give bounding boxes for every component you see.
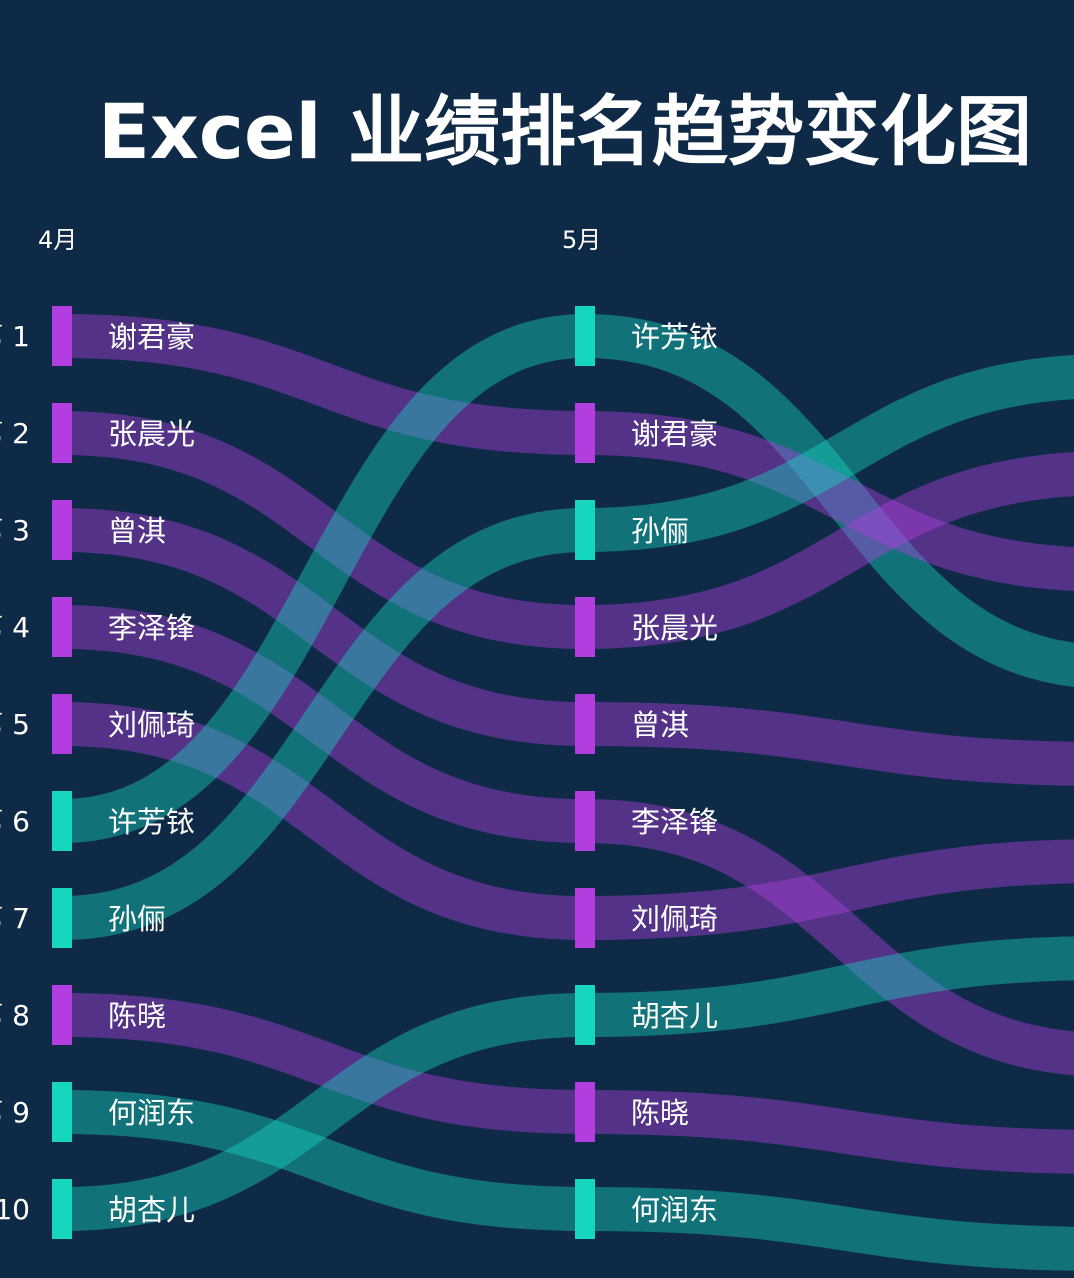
rank-marker [52,500,72,560]
ribbon-next-谢君豪 [584,411,1074,592]
rank-marker [575,500,595,560]
rank-label: 第 2 [0,417,30,450]
rank-label: 第 3 [0,514,30,547]
rank-label: 第 4 [0,611,30,644]
rank-marker [52,403,72,463]
name-label: 张晨光 [631,611,718,645]
rank-marker [575,597,595,657]
period-label: 5月 [562,226,601,254]
ribbon-layer [61,314,1074,1271]
name-label: 陈晓 [108,999,166,1033]
rank-label: 第 5 [0,708,30,741]
name-label: 张晨光 [108,417,195,451]
rank-label: 第 10 [0,1193,30,1226]
name-label: 何润东 [631,1193,718,1227]
name-label: 孙俪 [108,902,166,936]
rank-marker [52,597,72,657]
rank-marker [52,985,72,1045]
label-layer: 4月谢君豪张晨光曾淇李泽锋刘佩琦许芳铱孙俪陈晓何润东胡杏儿5月许芳铱谢君豪孙俪张… [0,226,718,1227]
ribbon-next-刘佩琦 [584,839,1074,940]
name-label: 曾淇 [631,708,689,742]
rank-label: 第 6 [0,805,30,838]
rank-marker [575,306,595,366]
name-label: 刘佩琦 [631,902,718,936]
rank-marker [575,1082,595,1142]
rank-label: 第 1 [0,320,30,353]
name-label: 许芳铱 [108,805,195,839]
ribbon-李泽锋 [61,605,586,843]
rank-label: 第 7 [0,902,30,935]
ribbon-刘佩琦 [61,702,586,940]
ribbon-曾淇 [61,508,586,746]
ribbon-next-何润东 [584,1187,1074,1271]
ribbon-谢君豪 [61,314,586,455]
marker-layer [52,306,595,1239]
name-label: 谢君豪 [108,320,195,354]
rank-label: 第 9 [0,1096,30,1129]
name-label: 孙俪 [631,514,689,548]
rank-marker [52,888,72,948]
rank-label: 第 8 [0,999,30,1032]
name-label: 李泽锋 [631,805,718,839]
name-label: 许芳铱 [631,320,718,354]
ribbon-许芳铱 [61,314,586,843]
ribbon-何润东 [61,1090,586,1231]
rank-marker [575,888,595,948]
name-label: 李泽锋 [108,611,195,645]
rank-marker [575,791,595,851]
rank-marker [575,403,595,463]
ribbon-张晨光 [61,411,586,649]
ribbon-孙俪 [61,508,586,940]
name-label: 陈晓 [631,1096,689,1130]
rank-marker [52,791,72,851]
ribbon-胡杏儿 [61,993,586,1231]
rank-marker [575,694,595,754]
ribbon-next-曾淇 [584,702,1074,786]
ribbon-next-胡杏儿 [584,936,1074,1037]
ribbon-next-陈晓 [584,1090,1074,1174]
name-label: 何润东 [108,1096,195,1130]
ribbon-next-许芳铱 [584,314,1074,687]
ribbon-next-孙俪 [584,355,1074,552]
name-label: 曾淇 [108,514,166,548]
name-label: 刘佩琦 [108,708,195,742]
rank-marker [575,985,595,1045]
rank-marker [52,306,72,366]
name-label: 胡杏儿 [108,1193,195,1227]
ribbon-next-李泽锋 [584,799,1074,1076]
chart-title: Excel 业绩排名趋势变化图 [98,87,1032,176]
rank-marker [52,1179,72,1239]
rank-marker [52,694,72,754]
rank-marker [575,1179,595,1239]
name-label: 胡杏儿 [631,999,718,1033]
name-label: 谢君豪 [631,417,718,451]
ribbon-next-张晨光 [584,452,1074,649]
period-label: 4月 [38,226,77,254]
ribbon-陈晓 [61,993,586,1134]
rank-marker [52,1082,72,1142]
